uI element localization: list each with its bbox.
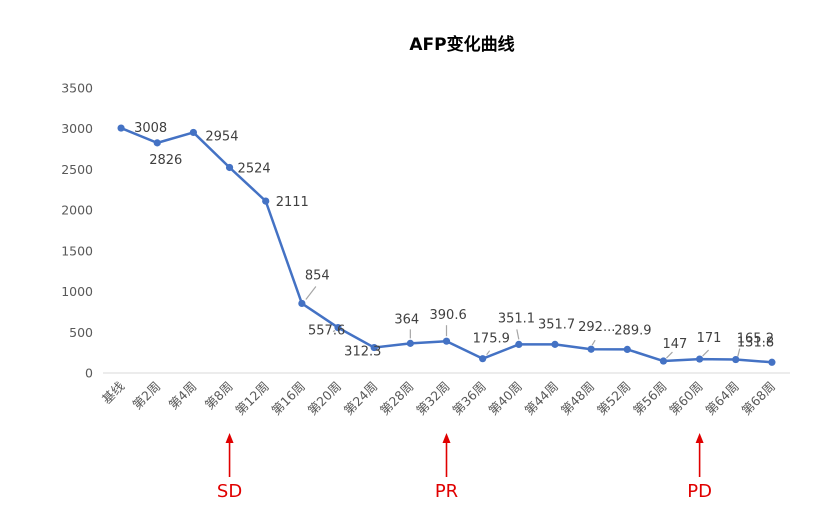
x-tick-label: 第24周 xyxy=(341,379,381,419)
data-point xyxy=(117,124,125,132)
data-point xyxy=(442,337,451,345)
label-leader-line xyxy=(591,339,596,346)
x-tick-label: 基线 xyxy=(99,378,128,407)
x-tick-label: 第16周 xyxy=(268,379,308,419)
data-point xyxy=(153,139,161,147)
annotation-label: SD xyxy=(217,481,242,502)
label-leader-line xyxy=(666,351,673,359)
data-point xyxy=(189,128,197,137)
x-tick-label: 第48周 xyxy=(558,379,598,419)
data-label: 351.1 xyxy=(498,311,535,326)
data-label: 2954 xyxy=(205,129,238,144)
data-label: 3008 xyxy=(134,121,167,136)
data-label: 2524 xyxy=(238,161,271,176)
data-point xyxy=(298,299,306,308)
label-leader-line xyxy=(305,286,317,300)
x-tick-label: 第56周 xyxy=(630,379,670,419)
x-tick-label: 第32周 xyxy=(413,379,453,419)
data-label: 131.8 xyxy=(737,335,774,350)
x-tick-label: 第12周 xyxy=(232,379,272,419)
y-tick-label: 1000 xyxy=(61,284,93,299)
data-point xyxy=(659,357,668,365)
label-leader-line xyxy=(332,330,336,333)
x-tick-label: 第36周 xyxy=(449,379,489,419)
y-tick-label: 3500 xyxy=(61,81,93,96)
annotation-label: PR xyxy=(435,481,458,502)
x-tick-label: 第68周 xyxy=(739,379,779,419)
data-point xyxy=(334,323,342,332)
x-tick-label: 第64周 xyxy=(702,379,742,419)
annotation-arrow-head xyxy=(442,433,451,443)
y-axis-ticks: 0 500 1000 1500 2000 2500 3000 3500 xyxy=(61,81,93,381)
data-point xyxy=(732,355,740,364)
x-tick-label: 第44周 xyxy=(522,379,562,419)
annotation-arrow-head xyxy=(695,433,704,443)
data-label: 557.6 xyxy=(308,324,345,339)
data-label: 175.9 xyxy=(473,332,510,347)
data-point xyxy=(479,355,487,363)
data-label: 351.7 xyxy=(538,317,575,332)
y-tick-label: 500 xyxy=(69,325,93,340)
label-leader-line xyxy=(516,329,520,340)
x-tick-label: 第60周 xyxy=(666,379,706,419)
data-label: 292... xyxy=(578,320,615,335)
chart-title: AFP变化曲线 xyxy=(409,34,514,55)
y-tick-label: 0 xyxy=(85,366,93,381)
data-label: 289.9 xyxy=(614,323,651,338)
x-axis-ticks: 基线 第2周 第4周 第8周第12周第16周第20周第24周第28周第32周第36周第… xyxy=(99,378,778,418)
y-tick-label: 2000 xyxy=(61,203,93,218)
annotation-arrow-head xyxy=(225,433,234,443)
x-tick-label: 第4周 xyxy=(166,379,200,413)
data-point xyxy=(370,343,378,352)
data-label: 147 xyxy=(662,337,687,352)
data-point xyxy=(406,339,414,347)
x-tick-label: 第40周 xyxy=(485,379,525,419)
annotation-label: PD xyxy=(687,481,712,502)
label-leader-line xyxy=(737,348,741,357)
data-label: 854 xyxy=(305,268,330,283)
data-label: 364 xyxy=(394,312,419,327)
x-tick-label: 第20周 xyxy=(305,379,345,419)
data-point xyxy=(262,197,270,205)
data-point xyxy=(623,345,631,353)
y-tick-label: 2500 xyxy=(61,162,93,177)
data-label: 2111 xyxy=(276,195,309,210)
x-tick-label: 第8周 xyxy=(202,379,236,413)
data-label: 171 xyxy=(697,331,722,346)
data-point xyxy=(768,358,776,366)
data-point xyxy=(551,340,559,348)
label-leader-line xyxy=(702,349,710,357)
data-point xyxy=(587,345,595,353)
label-leader-line xyxy=(486,350,491,356)
data-label: 2826 xyxy=(149,153,182,168)
y-tick-label: 1500 xyxy=(61,243,93,258)
data-label: 165.2 xyxy=(737,332,774,347)
data-point xyxy=(696,355,704,363)
x-tick-label: 第28周 xyxy=(377,379,417,419)
x-tick-label: 第2周 xyxy=(129,379,163,413)
data-labels: 3008 2826 2954 2524 2111 854 557.6 312.3 364 390.… xyxy=(134,121,774,360)
data-label: 390.6 xyxy=(430,308,467,323)
data-point xyxy=(225,163,234,172)
phase-annotations: SD PR PD xyxy=(217,433,712,502)
label-leader-lines xyxy=(305,286,741,359)
series-points xyxy=(117,124,776,366)
data-label: 312.3 xyxy=(344,345,381,360)
x-tick-label: 第52周 xyxy=(594,379,634,419)
y-tick-label: 3000 xyxy=(61,121,93,136)
data-point xyxy=(515,340,523,349)
